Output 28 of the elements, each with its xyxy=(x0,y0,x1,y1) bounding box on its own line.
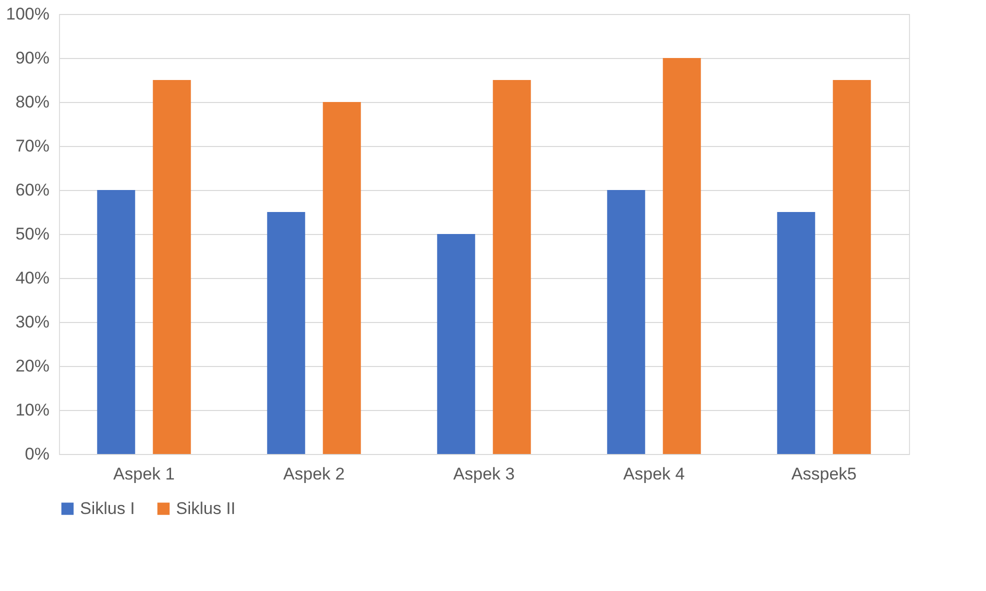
y-tick-label: 90% xyxy=(15,48,50,68)
bar xyxy=(437,234,476,454)
y-tick-label: 60% xyxy=(15,180,50,200)
legend-label: Siklus II xyxy=(176,498,236,518)
y-tick-label: 80% xyxy=(15,92,50,112)
y-tick-label: 30% xyxy=(15,312,50,332)
bar xyxy=(267,212,306,454)
y-tick-label: 70% xyxy=(15,136,50,156)
bar xyxy=(777,212,816,454)
y-tick-label: 50% xyxy=(15,224,50,244)
bar xyxy=(832,80,871,454)
x-tick-label: Aspek 4 xyxy=(623,464,685,484)
x-tick-label: Aspek 2 xyxy=(283,464,345,484)
bar xyxy=(492,80,531,454)
x-tick-label: Aspek 1 xyxy=(113,464,175,484)
bar xyxy=(152,80,191,454)
bar xyxy=(607,190,646,454)
legend-label: Siklus I xyxy=(80,498,135,518)
bar xyxy=(97,190,136,454)
y-tick-label: 40% xyxy=(15,268,50,288)
bar xyxy=(662,58,701,454)
y-tick-label: 0% xyxy=(24,444,50,464)
y-tick-label: 10% xyxy=(15,400,50,420)
x-tick-label: Aspek 3 xyxy=(453,464,515,484)
y-tick-label: 100% xyxy=(6,4,50,24)
x-tick-label: Asspek5 xyxy=(791,464,857,484)
y-tick-label: 20% xyxy=(15,356,50,376)
bar xyxy=(322,102,361,454)
